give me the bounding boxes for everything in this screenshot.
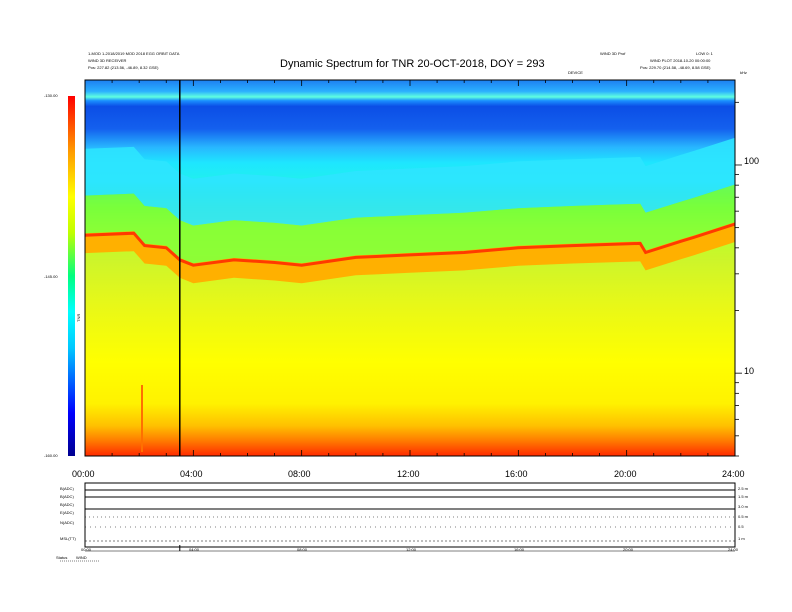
- hk-time-4: 16:00: [514, 547, 525, 552]
- chart-title: Dynamic Spectrum for TNR 20-OCT-2018, DO…: [280, 58, 545, 70]
- khz-unit-label: kHz: [740, 70, 747, 75]
- header-device: DEVICE: [568, 70, 583, 75]
- hk-time-1: 04:00: [189, 547, 200, 552]
- hk-label-1: B(ADC): [60, 486, 74, 491]
- plasma-line: [85, 222, 735, 267]
- y-axis-ticks: [735, 101, 742, 457]
- hk-label-3: B(ADC): [60, 502, 74, 507]
- colorbar-tick-mid: -145.00: [44, 274, 58, 279]
- x-tick-1: 04:00: [180, 469, 203, 479]
- hk-time-2: 08:00: [297, 547, 308, 552]
- y-tick-10: 10: [744, 366, 755, 376]
- hk-right-4: 0.5 m: [738, 514, 749, 519]
- hk-label-5: N(ADC): [60, 520, 74, 525]
- hk-label-6: MSL(TT): [60, 536, 76, 541]
- hk-time-0: 00:00: [81, 547, 92, 552]
- x-axis-ticks: [84, 80, 736, 456]
- colorbar-tick-bottom: -160.00: [44, 453, 58, 458]
- header-left-line3: Pos: 227.82 (213.56, -46.89, 8.32 GSE): [88, 65, 159, 70]
- header-right-line2: WIND PLOT 2018-10-20 00:00:00: [650, 58, 711, 63]
- header-left-line1: 1-MOD 1-2018/2019 MOD 2018 EGG ORBIT DAT…: [88, 51, 180, 56]
- hk-right-6: 1 m: [738, 536, 745, 541]
- x-tick-4: 16:00: [505, 469, 528, 479]
- colorbar-tick-top: -130.00: [44, 93, 58, 98]
- x-tick-0: 00:00: [72, 469, 95, 479]
- plasma-line-band: [85, 222, 735, 284]
- hk-label-2: B(ADC): [60, 494, 74, 499]
- footer-status-value: WIND: [76, 555, 87, 560]
- header-left-line2: WIND 3D RECEIVER: [88, 58, 127, 63]
- hk-time-5: 20:00: [623, 547, 634, 552]
- hk-right-5: 0.5: [738, 524, 744, 529]
- hk-right-2: 1.5 m: [738, 494, 749, 499]
- y-tick-100: 100: [744, 156, 760, 166]
- x-tick-3: 12:00: [397, 469, 420, 479]
- x-tick-5: 20:00: [614, 469, 637, 479]
- footer-status-label: Status: [56, 555, 68, 560]
- hk-right-1: 2.5 m: [738, 486, 749, 491]
- hk-right-3: 3.0 m: [738, 504, 749, 509]
- header-right-line1: WIND 3D Prof: [600, 51, 626, 56]
- housekeeping-frame: [84, 482, 736, 548]
- hk-time-3: 12:00: [406, 547, 417, 552]
- x-tick-2: 08:00: [288, 469, 311, 479]
- cyan-region: [85, 137, 735, 226]
- hk-time-6: 24:00: [728, 547, 739, 552]
- header-right-line3: Pos: 229.70 (214.58, -48.69, 8.58 GSE): [640, 65, 711, 70]
- header-right-corner: LOW 0: 1: [696, 51, 713, 56]
- spectrogram-image: [85, 80, 735, 456]
- x-tick-6: 24:00: [722, 469, 745, 479]
- hk-label-4: E(ADC): [60, 510, 74, 515]
- colorbar: [68, 96, 75, 456]
